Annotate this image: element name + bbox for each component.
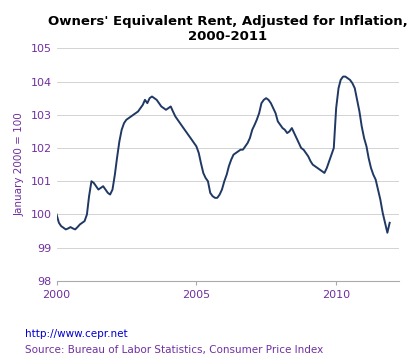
Text: Source: Bureau of Labor Statistics, Consumer Price Index: Source: Bureau of Labor Statistics, Cons… xyxy=(25,345,322,355)
Y-axis label: January 2000 = 100: January 2000 = 100 xyxy=(15,113,25,216)
Title: Owners' Equivalent Rent, Adjusted for Inflation,
2000-2011: Owners' Equivalent Rent, Adjusted for In… xyxy=(48,15,407,43)
Text: http://www.cepr.net: http://www.cepr.net xyxy=(25,329,127,339)
